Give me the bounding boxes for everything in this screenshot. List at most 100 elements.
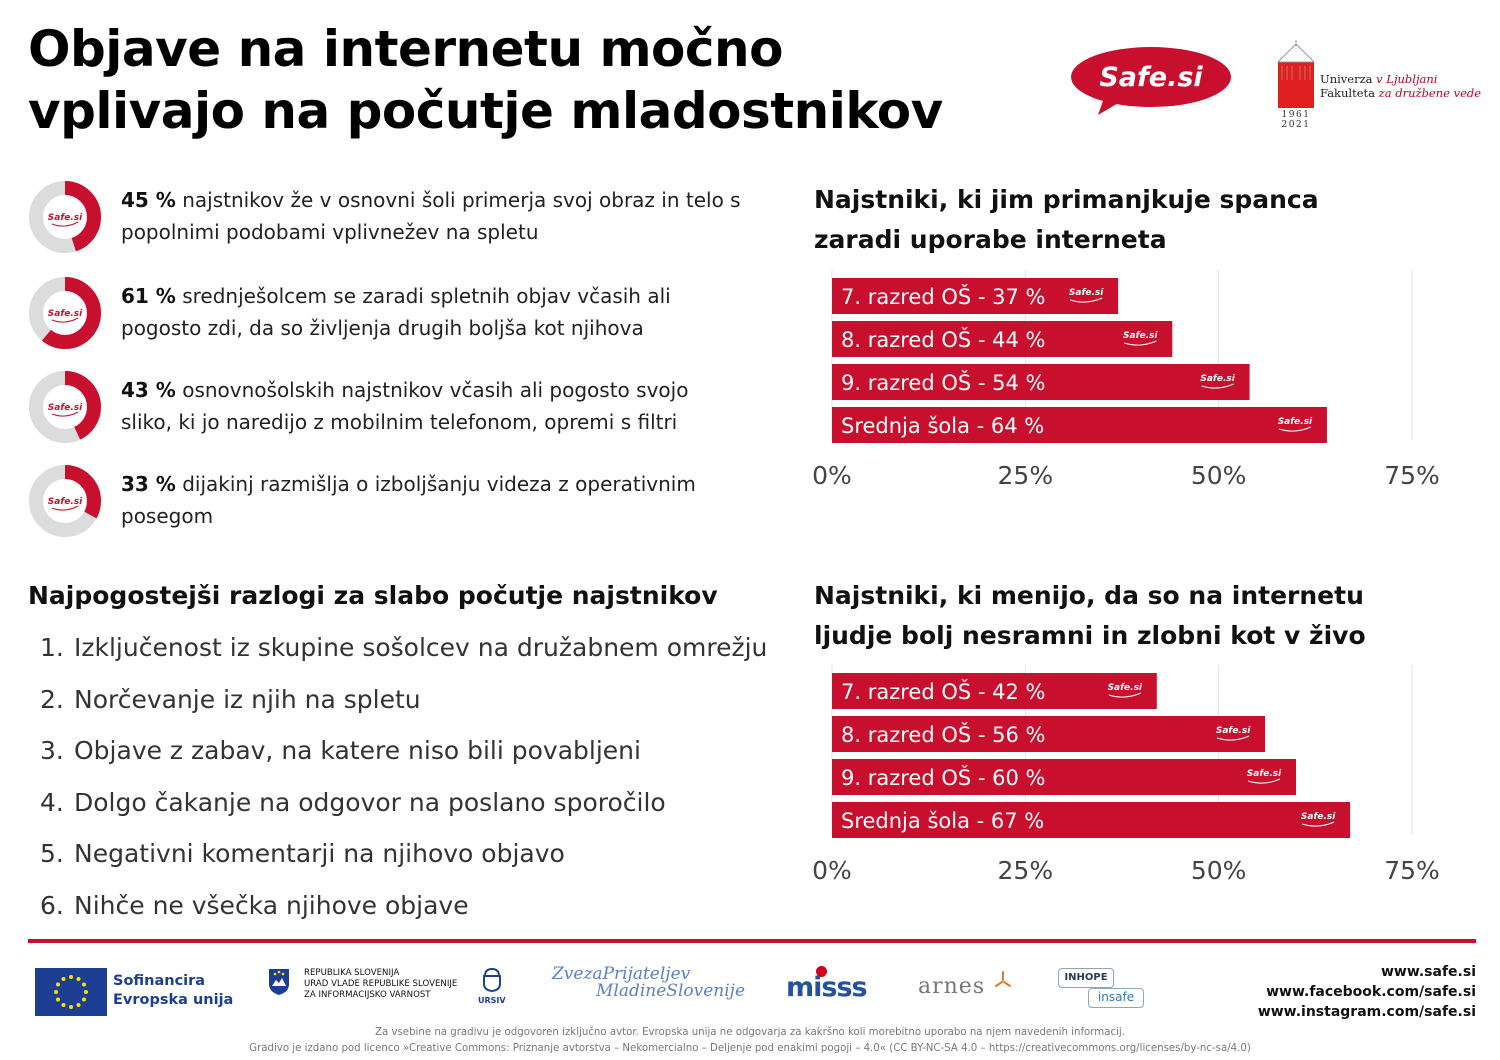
reason-number: 4. [40, 787, 64, 817]
reason-number: 6. [40, 890, 64, 920]
stat-value: 43 % [121, 378, 176, 402]
chart1: 0% 25% 50% 75% 7. razred OŠ - 37 % Safe.si 8. … [800, 270, 1460, 510]
zpm-line-2: MladineSlovenije [596, 981, 746, 1001]
eu-star-icon [69, 975, 73, 979]
chart-tick-label: 25% [998, 461, 1054, 490]
stat-ring-swoosh-icon [51, 317, 79, 323]
uni-line-2: Fakulteta [1320, 86, 1376, 100]
reasons-list: 1. Izključenost iz skupine sošolcev na dr… [40, 624, 767, 934]
reason-number: 3. [40, 736, 64, 766]
chart-bar-label: 9. razred OŠ - 54 % [841, 370, 1045, 395]
stat-item: Safe.si 61 % srednješolcem se zaradi sple… [28, 276, 738, 352]
chart-bar-logo-text: Safe.si [1200, 374, 1235, 384]
reason-number: 2. [40, 684, 64, 714]
insafe-label: insafe [1088, 988, 1144, 1008]
chart-bar-swoosh-icon [1216, 735, 1250, 741]
eu-star-icon [69, 1005, 73, 1009]
chart-bar [832, 364, 1250, 400]
eu-star-icon [61, 977, 66, 982]
footer-link[interactable]: www.safe.si [1380, 964, 1476, 980]
disclaimer: Za vsebine na gradivu je odgovoren izklj… [0, 1025, 1500, 1057]
chart-bar-label: 7. razred OŠ - 42 % [841, 679, 1045, 704]
chart-bar-logo-text: Safe.si [1069, 288, 1104, 298]
reason-text: Norčevanje iz njih na spletu [74, 684, 421, 714]
chart-bar-logo-text: Safe.si [1301, 812, 1336, 822]
chart-bar-logo-text: Safe.si [1108, 683, 1143, 693]
stat-ring-swoosh-icon [51, 221, 79, 227]
footer-link[interactable]: www.facebook.com/safe.si [1266, 984, 1476, 1000]
chart-bar-swoosh-icon [1278, 426, 1312, 432]
misss-dot-icon [816, 966, 827, 977]
reasons-heading: Najpogostejši razlogi za slabo počutje n… [28, 581, 718, 610]
chart1-heading-line-1: Najstniki, ki jim primanjkuje spanca [814, 185, 1319, 214]
eu-cofunded-logo: Sofinancira Evropska unija [35, 968, 235, 1016]
ursiv-shield-icon [483, 968, 501, 992]
zpm-logo: ZvezaPrijateljev MladineSlovenije [552, 966, 752, 1006]
stat-ring-swoosh-icon [51, 411, 79, 417]
eu-star-icon [81, 997, 86, 1002]
chart-bar-swoosh-icon [1301, 821, 1335, 827]
chart1-heading-line-2: zaradi uporabe interneta [814, 225, 1167, 254]
inhope-insafe-logo: INHOPE insafe [1058, 968, 1148, 1012]
chart-tick-label: 50% [1191, 461, 1247, 490]
chart-bar [832, 673, 1157, 709]
chart-bar-swoosh-icon [1201, 383, 1234, 389]
chart2-heading: Najstniki, ki menijo, da so na internetu… [814, 576, 1366, 656]
chart-bar [832, 278, 1119, 314]
misss-logo: misss [786, 966, 876, 1006]
chart1-svg: 0% 25% 50% 75% 7. razred OŠ - 37 % Safe.si 8. … [812, 270, 1440, 490]
university-logo: Univerza v Ljubljani Fakulteta za družbe… [1276, 40, 1481, 132]
page-title: Objave na internetu močno vplivajo na po… [28, 18, 1028, 142]
stat-value: 61 % [121, 284, 176, 308]
safe-si-bubble-icon: Safe.si [1071, 47, 1231, 115]
chart-tick-label: 75% [1384, 461, 1440, 490]
stat-item: Safe.si 45 % najstnikov že v osnovni šoli… [28, 180, 741, 256]
chart-bar-logo-text: Safe.si [1247, 769, 1282, 779]
chart-bar-swoosh-icon [1247, 778, 1281, 784]
uni-city: v Ljubljani [1376, 72, 1438, 86]
chart-bar [832, 407, 1327, 443]
uni-line-1: Univerza [1320, 72, 1373, 86]
chart2: 0% 25% 50% 75% 7. razred OŠ - 42 % Safe.si 8. … [800, 665, 1460, 905]
reason-text: Izključenost iz skupine sošolcev na druž… [74, 633, 768, 662]
misss-text: misss [786, 972, 868, 1003]
chart-tick-label: 75% [1384, 856, 1440, 885]
reason-text: Nihče ne všečka njihove objave [74, 890, 469, 920]
reason-item: 1. Izključenost iz skupine sošolcev na dr… [40, 624, 767, 676]
arnes-star-icon [995, 971, 1011, 987]
eu-star-icon [76, 977, 81, 982]
eu-star-icon [81, 982, 86, 987]
reason-text: Objave z zabav, na katere niso bili pova… [74, 736, 641, 766]
stat-value: 33 % [121, 472, 176, 496]
title-line-2: vplivajo na počutje mladostnikov [28, 82, 943, 140]
footer-links: www.safe.si www.facebook.com/safe.si www.i… [1258, 962, 1476, 1022]
title-line-1: Objave na internetu močno [28, 20, 783, 78]
chart-tick-label: 0% [812, 856, 852, 885]
government-logo: REPUBLIKA SLOVENIJA URAD VLADE REPUBLIKE… [268, 966, 518, 1010]
reason-number: 5. [40, 839, 64, 869]
chart-bar [832, 802, 1351, 838]
zpm-line-1: ZvezaPrijateljev [552, 964, 691, 984]
stat-text: 33 % dijakinj razmišlja o izboljšanju vi… [121, 468, 741, 532]
stat-item: Safe.si 33 % dijakinj razmišlja o izboljš… [28, 464, 738, 540]
eu-line-2: Evropska unija [113, 992, 234, 1008]
chart2-svg: 0% 25% 50% 75% 7. razred OŠ - 42 % Safe.si 8. … [812, 665, 1440, 885]
chart-bar-swoosh-icon [1124, 340, 1157, 346]
disclaimer-line-2: Gradivo je izdano pod licenco »Creative … [249, 1043, 1251, 1054]
university-years: 1961 2021 [1276, 110, 1316, 130]
stat-text: 61 % srednješolcem se zaradi spletnih ob… [121, 280, 741, 344]
reason-item: 3. Objave z zabav, na katere niso bili po… [40, 727, 760, 779]
gov-line-2: URAD VLADE REPUBLIKE SLOVENIJE [304, 979, 458, 989]
chart-bar-label: 9. razred OŠ - 60 % [841, 765, 1045, 790]
reason-text: Dolgo čakanje na odgovor na poslano spor… [74, 787, 666, 817]
stat-ring-chart: Safe.si [29, 371, 101, 443]
gov-line-1: REPUBLIKA SLOVENIJA [304, 968, 400, 978]
stat-ring-value-arc [29, 465, 101, 537]
chart-bar-label: Srednja šola - 64 % [841, 414, 1044, 438]
chart-bar-logo-text: Safe.si [1278, 417, 1313, 427]
stat-item: Safe.si 43 % osnovnošolskih najstnikov vč… [28, 370, 738, 446]
inhope-label: INHOPE [1058, 968, 1114, 988]
chart-bar-swoosh-icon [1069, 297, 1103, 303]
footer-link[interactable]: www.instagram.com/safe.si [1257, 1004, 1476, 1020]
stat-text: 45 % najstnikov že v osnovni šoli primer… [121, 184, 741, 248]
